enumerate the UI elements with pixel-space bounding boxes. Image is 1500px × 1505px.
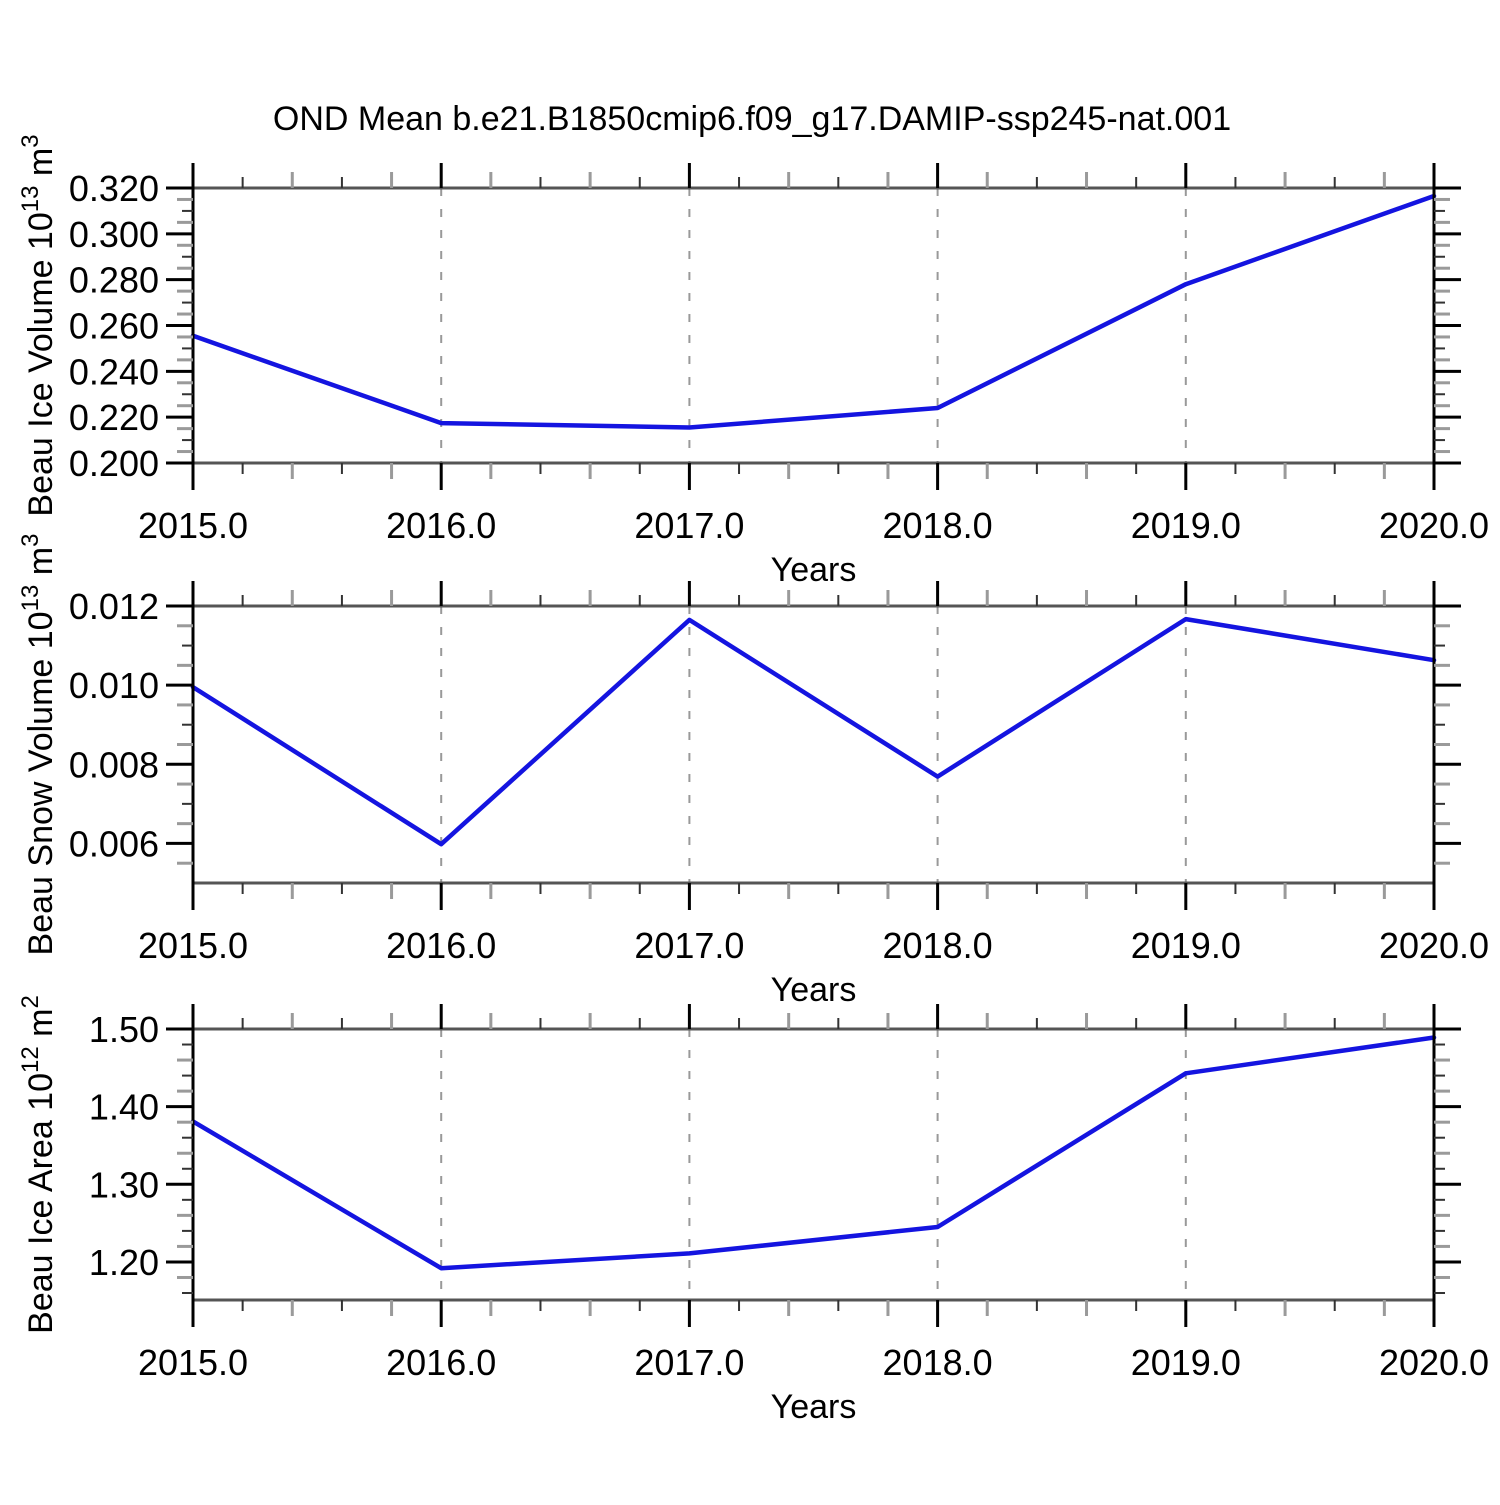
y-tick-label: 0.200 [69, 443, 159, 484]
panel-beau-snow-volume: 0.006 0.008 0.010 0.012 2015.0 2016.0 2017.0 20… [17, 534, 1489, 1009]
y-tick-label: 0.300 [69, 214, 159, 255]
x-tick-label: 2018.0 [883, 925, 993, 966]
data-line [190, 616, 1437, 847]
y-tick-label: 0.280 [69, 260, 159, 301]
y-tick-label: 0.260 [69, 306, 159, 347]
y-axis-title: Beau Ice Area 1012​ m2​ [17, 995, 60, 1334]
x-tick-label: 2020.0 [1379, 1342, 1489, 1383]
data-line [190, 193, 1437, 430]
x-tick-label: 2015.0 [138, 505, 248, 546]
y-tick-label: 1.50 [89, 1009, 159, 1050]
y-tick-label: 1.30 [89, 1164, 159, 1205]
x-tick-label: 2016.0 [386, 1342, 496, 1383]
x-tick-label: 2019.0 [1131, 925, 1241, 966]
x-tick-label: 2020.0 [1379, 505, 1489, 546]
x-tick-label: 2017.0 [634, 925, 744, 966]
panel-beau-ice-area: 1.20 1.30 1.40 1.50 2015.0 2016.0 2017.0 2018.0… [17, 995, 1489, 1426]
x-tick-label: 2016.0 [386, 505, 496, 546]
y-tick-label: 0.220 [69, 397, 159, 438]
y-tick-label: 0.010 [69, 665, 159, 706]
x-axis-title: Years [771, 551, 857, 589]
y-tick-label: 0.012 [69, 586, 159, 627]
y-axis-title: Beau Ice Volume 1013​ m3​ [17, 134, 60, 516]
x-axis-title: Years [771, 1388, 857, 1426]
y-tick-label: 0.320 [69, 168, 159, 209]
x-tick-label: 2020.0 [1379, 925, 1489, 966]
figure-title: OND Mean b.e21.B1850cmip6.f09_g17.DAMIP-… [273, 100, 1231, 138]
x-axis-title: Years [771, 971, 857, 1009]
x-tick-label: 2017.0 [634, 1342, 744, 1383]
x-tick-label: 2018.0 [883, 1342, 993, 1383]
x-tick-label: 2019.0 [1131, 505, 1241, 546]
x-tick-label: 2015.0 [138, 1342, 248, 1383]
data-line [190, 1035, 1437, 1271]
y-tick-label: 0.008 [69, 744, 159, 785]
x-tick-label: 2017.0 [634, 505, 744, 546]
x-tick-label: 2019.0 [1131, 1342, 1241, 1383]
y-axis-title: Beau Snow Volume 1013​ m3​ [17, 534, 60, 956]
x-tick-label: 2018.0 [883, 505, 993, 546]
x-tick-label: 2016.0 [386, 925, 496, 966]
y-tick-label: 0.006 [69, 823, 159, 864]
y-tick-label: 1.40 [89, 1087, 159, 1128]
y-tick-label: 0.240 [69, 351, 159, 392]
x-tick-label: 2015.0 [138, 925, 248, 966]
y-tick-label: 1.20 [89, 1242, 159, 1283]
